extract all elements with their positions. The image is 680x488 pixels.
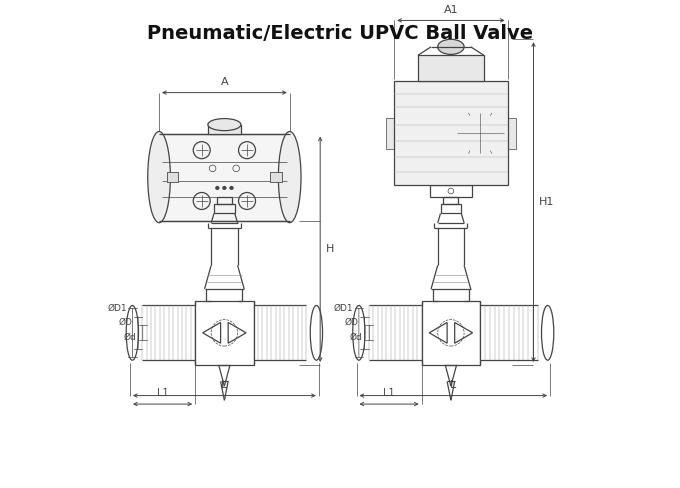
Circle shape (230, 186, 233, 190)
Bar (441, 204, 461, 213)
Text: ØD1: ØD1 (334, 304, 353, 313)
Circle shape (478, 131, 483, 136)
Bar (507, 118, 516, 149)
Ellipse shape (208, 119, 241, 131)
Bar (430, 185, 472, 197)
Text: A1: A1 (443, 5, 458, 15)
Text: ØD: ØD (118, 318, 133, 327)
Bar (208, 124, 241, 134)
Ellipse shape (278, 131, 301, 223)
Circle shape (222, 186, 226, 190)
Bar (214, 204, 235, 213)
Circle shape (216, 186, 219, 190)
Text: Pneumatic/Electric UPVC Ball Valve: Pneumatic/Electric UPVC Ball Valve (147, 24, 533, 43)
Bar (271, 172, 282, 183)
Text: Ød: Ød (123, 333, 136, 342)
Bar (422, 301, 480, 365)
Text: L: L (221, 380, 228, 390)
Bar (159, 134, 290, 221)
Bar (394, 81, 507, 185)
Ellipse shape (148, 131, 171, 223)
Text: L1: L1 (384, 388, 395, 398)
Bar (271, 172, 282, 183)
Ellipse shape (438, 39, 464, 54)
Bar (167, 172, 178, 183)
Text: ØD: ØD (345, 318, 359, 327)
Text: Ød: Ød (350, 333, 362, 342)
Bar (195, 301, 254, 365)
Bar (418, 55, 484, 81)
Bar (167, 172, 178, 183)
Text: H: H (326, 244, 334, 254)
Text: A: A (220, 77, 228, 87)
Text: H1: H1 (539, 197, 554, 207)
Text: L: L (450, 380, 456, 390)
Text: L1: L1 (157, 388, 169, 398)
Text: ØD1: ØD1 (107, 304, 126, 313)
Bar (386, 118, 394, 149)
